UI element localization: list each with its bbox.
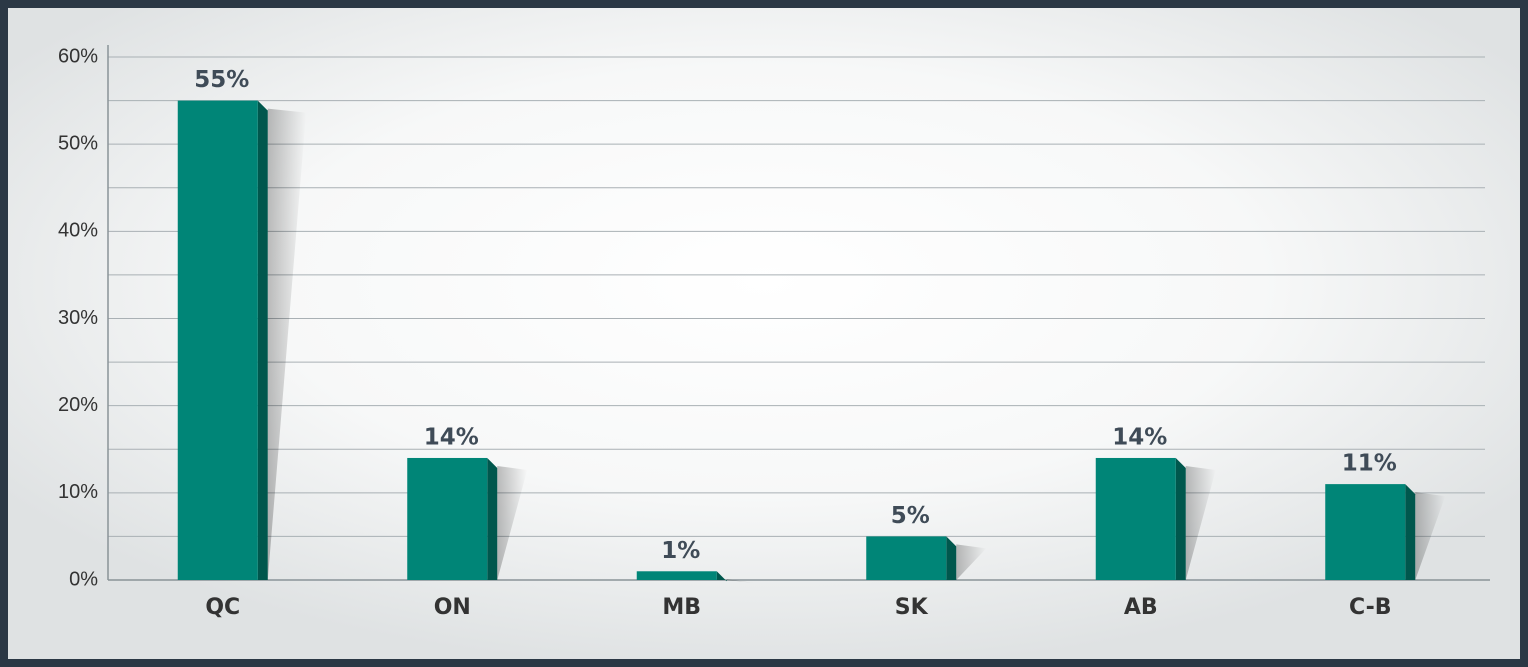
y-tick-label: 40%	[58, 220, 98, 242]
bar-side	[1175, 457, 1186, 580]
value-label: 11%	[1342, 451, 1397, 477]
bar-shadow	[956, 544, 987, 580]
bar-side	[716, 571, 727, 582]
x-tick-label: AB	[1124, 595, 1158, 620]
x-tick-label: ON	[434, 595, 471, 620]
bar	[407, 457, 488, 580]
value-label: 1%	[661, 538, 700, 564]
x-tick-label: C-B	[1349, 595, 1392, 620]
value-label: 55%	[194, 67, 249, 93]
x-tick-label: QC	[205, 595, 240, 620]
bar-shadow	[497, 465, 528, 580]
bar-side	[487, 457, 498, 580]
y-tick-label: 60%	[58, 45, 98, 67]
y-tick-label: 50%	[58, 132, 98, 154]
value-label: 14%	[1112, 424, 1167, 450]
value-label: 14%	[424, 424, 479, 450]
y-tick-label: 20%	[58, 394, 98, 416]
bar-shadow	[1185, 465, 1216, 580]
y-tick-label: 10%	[58, 481, 98, 503]
bar-shadow	[1415, 492, 1446, 580]
bar	[866, 536, 947, 580]
bar-side	[257, 100, 268, 580]
bar-shadow	[726, 579, 757, 584]
x-tick-label: MB	[662, 595, 701, 620]
y-tick-label: 30%	[58, 307, 98, 329]
bar	[177, 100, 258, 580]
bar	[1325, 484, 1406, 580]
value-label: 5%	[891, 503, 930, 529]
bar-side	[1405, 484, 1416, 580]
bar	[636, 571, 717, 580]
bar-side	[946, 536, 957, 580]
bar-shadow	[267, 108, 307, 580]
y-tick-label: 0%	[69, 568, 98, 590]
x-tick-label: SK	[895, 595, 929, 620]
bar	[1095, 457, 1176, 580]
